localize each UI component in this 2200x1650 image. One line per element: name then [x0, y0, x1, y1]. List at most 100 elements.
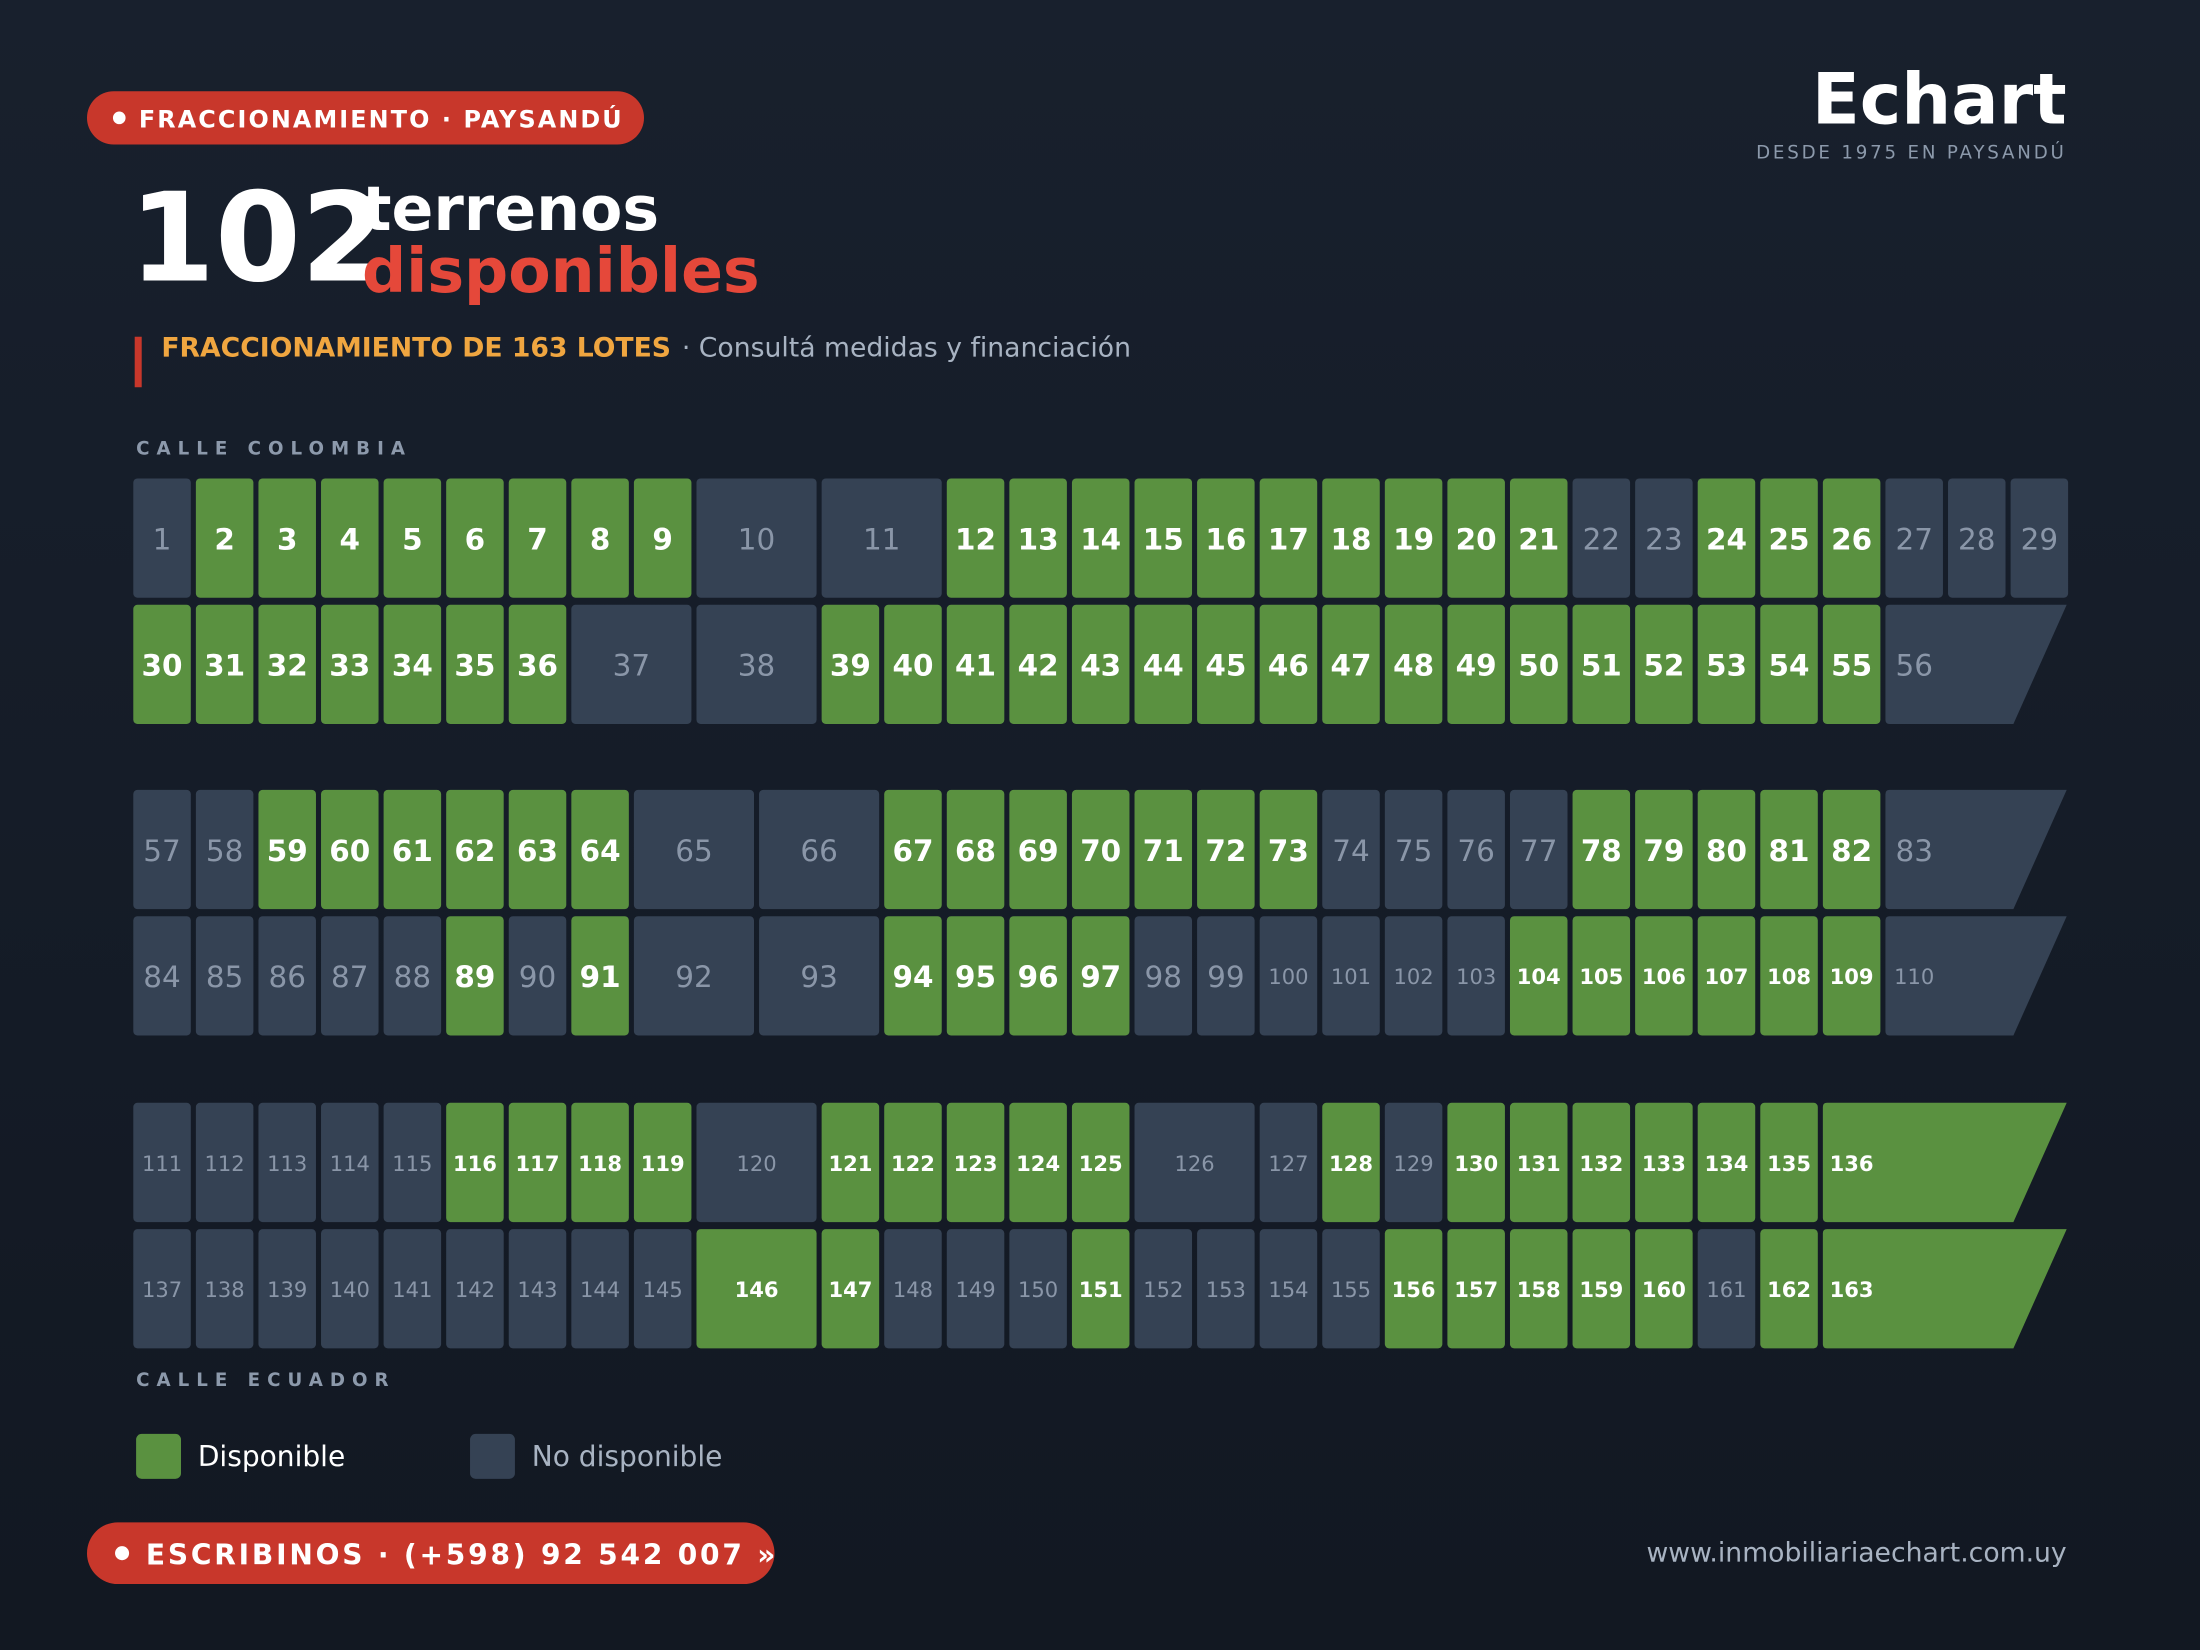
lot [1760, 604, 1818, 724]
lot [446, 916, 504, 1036]
lot [1822, 916, 1881, 1036]
lot [508, 1102, 567, 1223]
lot-number: 41 [955, 649, 996, 683]
lot [383, 916, 442, 1036]
lot [1760, 478, 1818, 598]
website-url[interactable]: www.inmobiliariaechart.com.uy [1647, 1538, 2067, 1569]
lot [571, 478, 629, 598]
lot [1822, 1102, 2067, 1223]
lot [1197, 478, 1255, 598]
lot-number: 51 [1581, 649, 1622, 683]
lot-number: 160 [1642, 1277, 1686, 1302]
lot [1885, 789, 2067, 910]
lot [383, 789, 442, 910]
lot-number: 108 [1767, 964, 1811, 989]
lot-number: 40 [892, 649, 933, 683]
lot [1384, 1229, 1443, 1349]
lot-number: 97 [1080, 960, 1121, 994]
lot-number: 75 [1395, 834, 1432, 868]
lot-number: 149 [955, 1277, 995, 1302]
contact-text[interactable]: ESCRIBINOS · (+598) 92 542 007 » [146, 1538, 778, 1571]
lot-number: 74 [1332, 834, 1369, 868]
lot-number: 150 [1018, 1277, 1058, 1302]
lot-number: 43 [1080, 649, 1121, 683]
lot-number: 59 [267, 834, 308, 868]
lot [133, 916, 191, 1036]
lot [1134, 916, 1193, 1036]
lot [1760, 1102, 1818, 1223]
lot [571, 916, 629, 1036]
lot-number: 33 [329, 649, 370, 683]
lot [383, 1102, 442, 1223]
lot [1009, 1229, 1067, 1349]
lot [1635, 789, 1693, 910]
legend-swatch [470, 1433, 515, 1479]
lot [696, 1229, 817, 1349]
lot-number: 45 [1205, 649, 1246, 683]
lot-number: 47 [1331, 649, 1372, 683]
lot [946, 789, 1005, 910]
lot-number: 100 [1268, 964, 1308, 989]
lot [1509, 789, 1568, 910]
contact-button[interactable] [86, 1522, 775, 1585]
lot-number: 44 [1143, 649, 1184, 683]
lot-number: 16 [1205, 522, 1246, 556]
lot-number: 6 [465, 522, 486, 556]
lot-number: 18 [1331, 522, 1372, 556]
lot [1009, 1102, 1067, 1223]
lot-number: 76 [1457, 834, 1494, 868]
lot [946, 604, 1005, 724]
lot-number: 84 [143, 960, 180, 994]
lot [1009, 916, 1067, 1036]
lot-number: 77 [1520, 834, 1557, 868]
lot [821, 604, 880, 724]
lot-number: 55 [1831, 649, 1872, 683]
lot-number: 27 [1895, 522, 1932, 556]
lot [884, 916, 942, 1036]
lot-number: 91 [580, 960, 621, 994]
lot-number: 50 [1518, 649, 1559, 683]
street-label: CALLE COLOMBIA [136, 439, 412, 460]
lot [133, 1229, 191, 1349]
lot-number: 35 [454, 649, 495, 683]
lot [1572, 1229, 1631, 1349]
lot [1697, 1229, 1756, 1349]
lot-number: 65 [675, 834, 712, 868]
badge-dot [112, 111, 126, 125]
lot-number: 61 [392, 834, 433, 868]
lot-number: 92 [675, 960, 712, 994]
lot-number: 142 [455, 1277, 495, 1302]
lot-number: 60 [329, 834, 370, 868]
lot-number: 163 [1830, 1277, 1874, 1302]
lot-number: 67 [892, 834, 933, 868]
lot [1572, 1102, 1631, 1223]
lot [1760, 1229, 1818, 1349]
lot-number: 107 [1705, 964, 1749, 989]
lot [1635, 1102, 1693, 1223]
legend-label: No disponible [532, 1440, 723, 1473]
lot [258, 1102, 316, 1223]
lot-number: 128 [1329, 1151, 1373, 1176]
lot [1447, 789, 1505, 910]
lot [946, 916, 1005, 1036]
lot-number: 8 [590, 522, 610, 556]
lot-number: 57 [143, 834, 180, 868]
lot-number: 119 [641, 1151, 685, 1176]
lot-number: 125 [1079, 1151, 1123, 1176]
lot [1509, 604, 1568, 724]
lot [1259, 1229, 1318, 1349]
lot-number: 133 [1642, 1151, 1686, 1176]
lot [946, 478, 1005, 598]
lot [1322, 1229, 1380, 1349]
lot-number: 120 [736, 1151, 776, 1176]
lot-number: 81 [1769, 834, 1810, 868]
lot-number: 105 [1579, 964, 1623, 989]
lot [321, 1229, 379, 1349]
lot [446, 478, 504, 598]
lot-number: 63 [517, 834, 558, 868]
lot-number: 30 [142, 649, 183, 683]
lot-number: 109 [1830, 964, 1874, 989]
lot [258, 478, 316, 598]
accent-bar [134, 336, 142, 388]
lot-number: 29 [2021, 522, 2058, 556]
